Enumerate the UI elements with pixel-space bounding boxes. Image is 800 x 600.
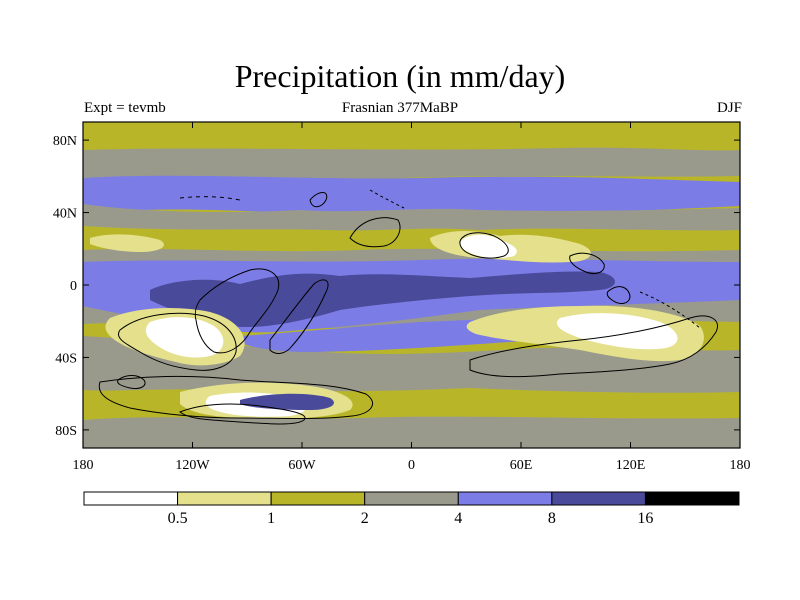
colorbar-label: 2: [361, 510, 369, 527]
coast-gondwana-ridge: [269, 279, 329, 354]
coast-tethys-islands: [369, 189, 405, 209]
coast-north-landmass: [349, 217, 401, 248]
coast-asia-east: [459, 232, 509, 259]
x-tick-label: 60E: [510, 458, 533, 473]
y-axis: 80N 40N 0 40S 80S: [53, 134, 740, 439]
colorbar-swatch: [177, 491, 272, 506]
x-tick-label: 120E: [616, 458, 646, 473]
x-axis: 180 120W 60W 0 60E 120E 180: [73, 122, 751, 473]
colorbar-label: 0.5: [168, 510, 188, 527]
map-fill: [83, 122, 740, 448]
colorbar-label: 8: [548, 510, 556, 527]
colorbar-swatch: [270, 491, 366, 506]
coast-west-shore: [117, 375, 146, 389]
x-tick-label: 0: [408, 458, 415, 473]
y-tick-label: 40N: [53, 207, 77, 222]
season-label: DJF: [716, 100, 742, 116]
coast-pacific-chain: [639, 291, 701, 329]
band-equatorial-dark: [150, 271, 615, 328]
colorbar-swatch: [644, 491, 740, 506]
x-tick-label: 180: [730, 458, 751, 473]
colorbar-swatch: [457, 491, 553, 506]
colorbar-swatch: [83, 491, 179, 506]
wet-blob-southern-dark: [240, 393, 334, 410]
y-tick-label: 0: [70, 279, 77, 294]
coastlines: [98, 189, 718, 425]
coast-south-east-continent: [469, 315, 718, 378]
x-tick-label: 60W: [288, 458, 316, 473]
coast-east-archipelago: [606, 286, 631, 304]
colorbar-label: 1: [267, 510, 275, 527]
band-arctic-grey: [83, 147, 740, 179]
chart-title: Precipitation (in mm/day): [234, 58, 566, 94]
band-south-grey: [83, 336, 740, 393]
band-far-south-grey: [83, 416, 740, 448]
coast-pacific-island-north: [569, 252, 605, 275]
y-tick-label: 80N: [53, 134, 77, 149]
dry-region-white-south-west: [145, 317, 224, 358]
y-tick-label: 80S: [55, 424, 77, 439]
coast-south-west-continent: [118, 312, 237, 371]
y-tick-label: 40S: [55, 351, 77, 366]
colorbar-swatch: [551, 491, 646, 506]
period-label: Frasnian 377MaBP: [341, 100, 459, 116]
x-tick-label: 120W: [175, 458, 210, 473]
dry-region-pale-west-arctic: [90, 234, 164, 252]
coast-gondwana-west: [194, 268, 280, 354]
coast-southern-inner: [179, 403, 306, 425]
colorbar: 0.5 1 2 4 8 16: [83, 491, 740, 527]
colorbar-label: 4: [454, 510, 462, 527]
x-tick-label: 180: [73, 458, 94, 473]
experiment-label: Expt = tevmb: [84, 100, 166, 116]
dry-region-white-north: [460, 234, 517, 259]
colorbar-swatch: [364, 491, 459, 506]
dry-region-white-south-east: [556, 313, 678, 350]
coast-north-continent: [309, 192, 328, 208]
colorbar-label: 16: [637, 510, 653, 527]
band-north-grey: [83, 204, 740, 231]
band-north-midlat-blue: [83, 175, 740, 218]
coast-antarctic-shelf: [98, 375, 373, 419]
